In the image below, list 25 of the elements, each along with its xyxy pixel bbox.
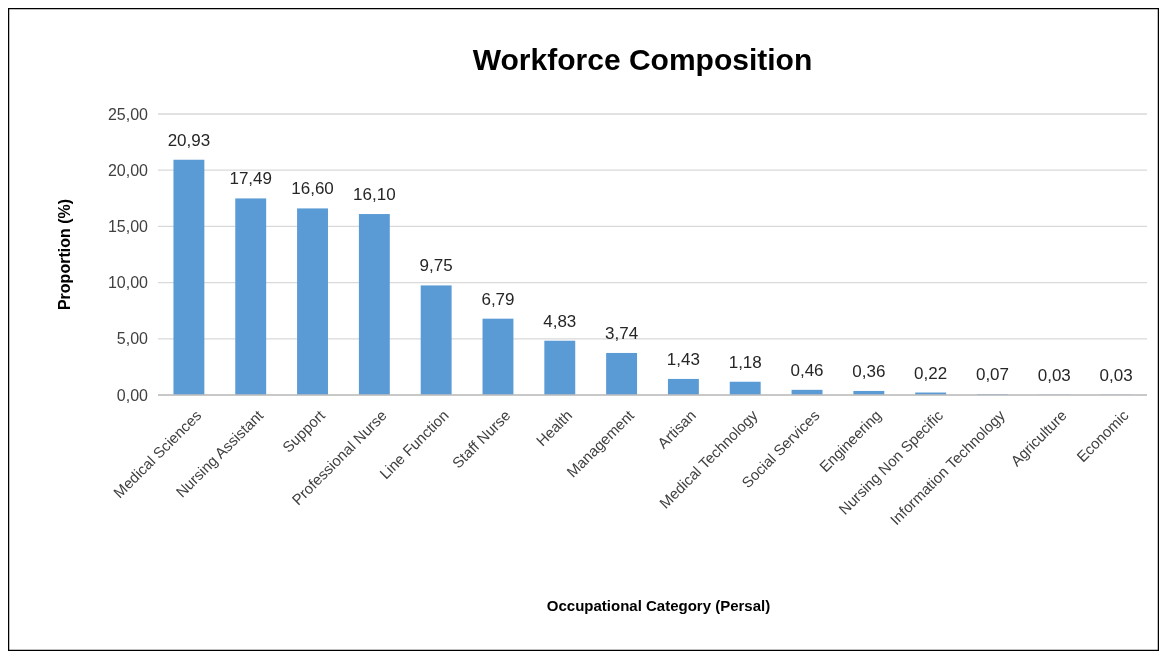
- y-tick-label: 25,00: [107, 105, 149, 123]
- data-label: 9,75: [419, 256, 453, 276]
- y-tick-label: 20,00: [107, 161, 149, 179]
- data-label: 0,22: [914, 363, 948, 383]
- data-label: 0,36: [852, 361, 886, 381]
- data-label: 17,49: [229, 169, 272, 189]
- data-label: 3,74: [605, 323, 639, 343]
- data-label: 1,43: [666, 349, 700, 369]
- data-label: 20,93: [167, 130, 211, 150]
- data-label: 0,46: [790, 360, 824, 380]
- data-label: 16,60: [291, 179, 334, 199]
- data-label: 0,03: [1037, 365, 1071, 385]
- data-label: 0,03: [1099, 365, 1133, 385]
- data-label: 16,10: [353, 185, 396, 205]
- y-axis-title: Proportion (%): [56, 198, 73, 311]
- y-tick-label: 15,00: [107, 218, 149, 235]
- x-axis-title: Occupational Category (Persal): [546, 597, 771, 614]
- data-label: 1,18: [728, 352, 762, 372]
- y-tick-label: 0,00: [116, 386, 149, 404]
- chart-title: Workforce Composition: [472, 43, 813, 76]
- data-label: 4,83: [543, 311, 577, 331]
- data-label: 0,07: [975, 365, 1010, 385]
- y-tick-label: 10,00: [107, 274, 149, 292]
- y-tick-label: 5,00: [116, 330, 149, 348]
- data-label: 6,79: [481, 289, 515, 309]
